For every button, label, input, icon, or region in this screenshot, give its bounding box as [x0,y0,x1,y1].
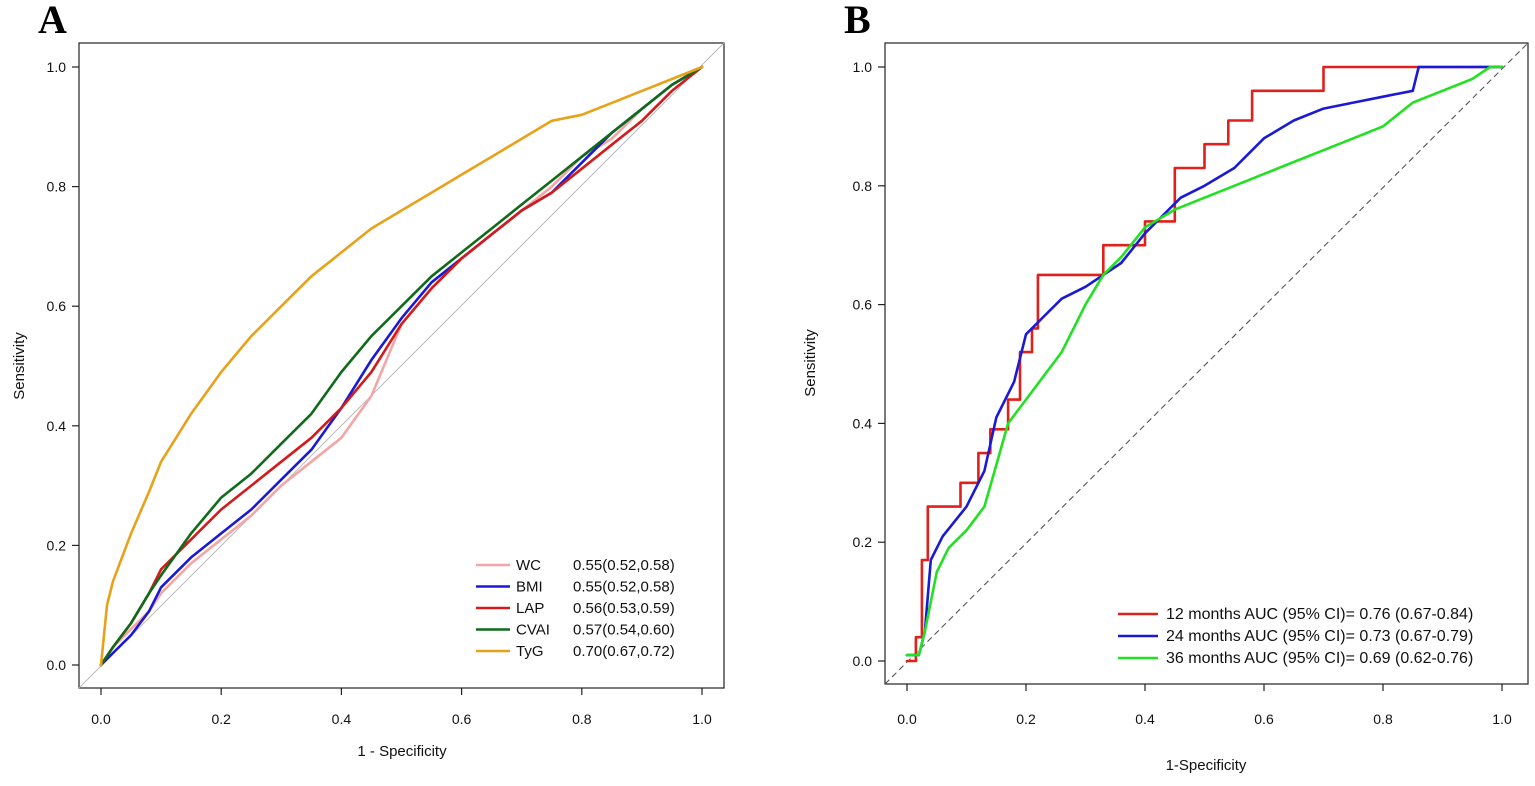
panel-b-y-tick-label: 0.0 [853,653,873,669]
panel-a-y-tick-label: 1.0 [47,59,67,75]
panel-a-x-tick-label: 0.6 [452,711,472,727]
panel-a-curve-wc [99,65,704,667]
panel-b-plot-frame [884,42,1529,685]
panel-a-legend-label: LAP [516,600,544,617]
panel-b: B 0.0 0.2 0.4 0.6 0.8 1.0 0.00.20.40.60.81.0 … [802,0,1529,774]
panel-b-reference-diagonal [884,42,1529,685]
panel-b-curve-12-months [905,65,1504,663]
panel-b-legend-label: 12 months AUC (95% CI)= 0.76 (0.67-0.84) [1166,606,1473,623]
panel-b-x-tick-label: 0.2 [1016,711,1036,727]
panel-a-legend-label: WC [516,557,541,574]
panel-b-y-tick-label: 0.4 [853,415,873,431]
panel-a-curve-tyg [99,65,704,667]
panel-b-x-axis-title: 1-Specificity [1166,757,1247,774]
panel-a-x-tick-label: 1.0 [692,711,712,727]
panel-b-x-tick-label: 1.0 [1492,711,1512,727]
panel-b-y-tick-label: 0.2 [853,534,873,550]
panel-b-legend-label: 36 months AUC (95% CI)= 0.69 (0.62-0.76) [1166,650,1473,667]
panel-b-x-tick-label: 0.0 [897,711,917,727]
panel-b-legend: 12 months AUC (95% CI)= 0.76 (0.67-0.84)… [1118,606,1473,667]
panel-a-curve-lap [99,65,704,667]
panel-a-y-tick-label: 0.0 [47,657,67,673]
panel-a-y-tick-label: 0.2 [47,537,67,553]
panel-b-x-axis: 0.0 0.2 0.4 0.6 0.8 1.0 [897,684,1512,727]
panel-b-x-tick-label: 0.6 [1254,711,1274,727]
panel-a-x-tick-label: 0.2 [211,711,231,727]
panel-b-x-tick-label: 0.4 [1135,711,1155,727]
panel-a-legend-auc: 0.55(0.52,0.58) [573,579,675,596]
panel-a-legend-auc: 0.57(0.54,0.60) [573,622,675,639]
panel-b-y-axis-title: Sensitivity [802,329,819,397]
panel-a-legend-label: BMI [516,579,543,596]
panel-a-legend-auc: 0.56(0.53,0.59) [573,600,675,617]
panel-a-legend-label: CVAI [516,622,550,639]
panel-a-curve-cvai [99,65,704,667]
panel-a-label: A [38,0,67,42]
panel-a-y-tick-label: 0.6 [47,298,67,314]
panel-a-legend-label: TyG [516,643,544,660]
panel-a-y-tick-label: 0.4 [47,418,67,434]
panel-b-curve-36-months [905,65,1504,657]
panel-a-legend-auc: 0.55(0.52,0.58) [573,557,675,574]
panel-a-curves [99,65,704,667]
panel-a-x-tick-label: 0.0 [91,711,111,727]
panel-a-reference-diagonal [78,42,725,689]
panel-a-y-tick-label: 0.8 [47,179,67,195]
panel-b-y-tick-label: 1.0 [853,59,873,75]
panel-b-label: B [844,0,871,42]
panel-a-curve-bmi [99,65,704,667]
panel-a-x-tick-label: 0.4 [332,711,352,727]
panel-a-legend: WC 0.55(0.52,0.58) BMI 0.55(0.52,0.58) LAP 0.… [476,557,675,660]
panel-a-x-tick-label: 0.8 [572,711,592,727]
panel-b-curve-24-months [905,65,1504,657]
panel-a-x-axis-title: 1 - Specificity [357,743,447,760]
panel-b-y-tick-label: 0.8 [853,178,873,194]
panel-a: A 0.0 0.2 0.4 0.6 0.8 1.0 0.00.20.40.60.81.0 … [11,0,725,760]
panel-b-y-tick-label: 0.6 [853,297,873,313]
panel-a-y-axis: 0.0 0.2 0.4 0.6 0.8 1.0 [47,59,79,673]
panel-a-x-axis: 0.0 0.2 0.4 0.6 0.8 1.0 [91,688,712,727]
panel-a-plot-frame [78,42,725,689]
panel-b-legend-label: 24 months AUC (95% CI)= 0.73 (0.67-0.79) [1166,628,1473,645]
panel-a-y-axis-title: Sensitivity [11,332,28,400]
panel-a-legend-auc: 0.70(0.67,0.72) [573,643,675,660]
panel-b-x-tick-label: 0.8 [1373,711,1393,727]
panel-b-y-axis: 0.0 0.2 0.4 0.6 0.8 1.0 [853,59,885,669]
panel-b-curves [905,65,1504,663]
